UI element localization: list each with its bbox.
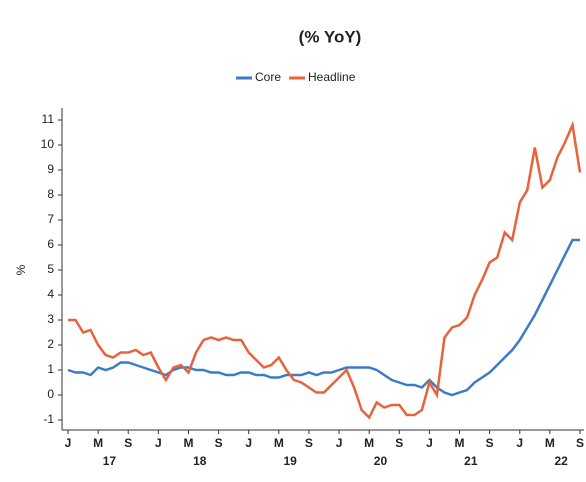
x-tick-label: M [364,436,374,450]
x-tick-label: J [65,436,72,450]
legend-label: Headline [308,70,356,84]
legend-label: Core [255,70,281,84]
x-tick-label: S [486,436,494,450]
x-group-label: 20 [374,454,388,468]
x-group-label: 22 [554,454,568,468]
y-tick-label: 9 [47,162,54,176]
x-tick-label: S [215,436,223,450]
y-tick-label: 10 [41,137,55,151]
x-tick-label: S [395,436,403,450]
x-tick-label: M [183,436,193,450]
line-series [68,120,582,420]
x-group-label: 21 [464,454,478,468]
y-tick-label: 0 [47,387,54,401]
x-tick-label: J [336,436,343,450]
x-tick-label: S [124,436,132,450]
y-tick-label: 6 [47,237,54,251]
y-tick-label: 5 [47,262,54,276]
y-tick-label: 2 [47,337,54,351]
x-tick-label: J [155,436,162,450]
line-series [67,238,580,397]
x-tick-label: M [93,436,103,450]
y-tick-label: 7 [47,212,54,226]
x-tick-label: M [274,436,284,450]
x-tick-label: J [516,436,523,450]
x-tick-label: J [426,436,433,450]
x-group-label: 17 [103,454,117,468]
x-group-label: 18 [193,454,207,468]
x-tick-label: M [455,436,465,450]
y-tick-label: -1 [43,412,54,426]
chart-title: (% YoY) [299,27,362,46]
x-tick-label: S [576,436,584,450]
y-tick-label: 1 [47,362,54,376]
x-tick-label: S [305,436,313,450]
x-tick-label: J [245,436,252,450]
x-tick-label: M [545,436,555,450]
y-tick-label: 11 [42,112,55,126]
y-tick-label: 4 [47,287,54,301]
x-group-label: 19 [283,454,297,468]
y-tick-label: 3 [47,312,54,326]
y-axis-label: % [14,264,28,275]
y-tick-label: 8 [47,187,54,201]
